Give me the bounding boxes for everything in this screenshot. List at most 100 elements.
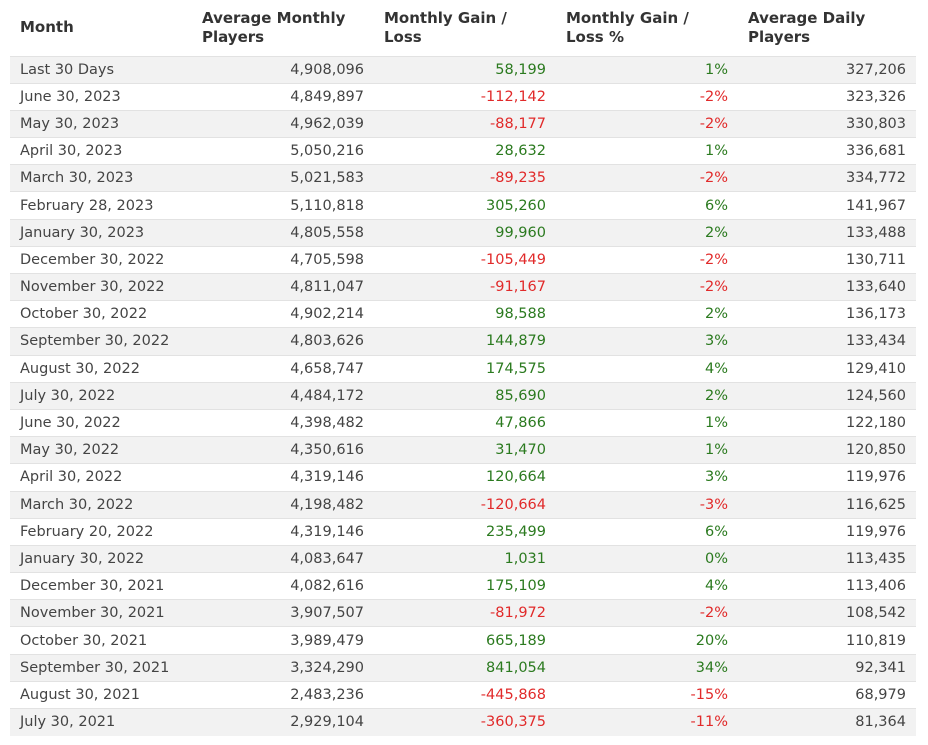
cell-monthly-gain-loss-percent: 6% <box>556 517 738 546</box>
table-row: June 30, 2022 4,398,482 47,866 1% 122,180 <box>10 408 916 437</box>
cell-average-daily-players: 133,640 <box>738 272 916 301</box>
cell-monthly-gain-loss-percent: -2% <box>556 245 738 274</box>
cell-monthly-gain-loss: -91,167 <box>374 272 556 301</box>
cell-month: July 30, 2021 <box>10 707 192 736</box>
cell-average-monthly-players: 4,908,096 <box>192 55 374 84</box>
cell-monthly-gain-loss-percent: 34% <box>556 653 738 682</box>
cell-average-monthly-players: 2,483,236 <box>192 680 374 709</box>
cell-average-daily-players: 136,173 <box>738 300 916 328</box>
cell-monthly-gain-loss-percent: 1% <box>556 436 738 464</box>
cell-month: November 30, 2022 <box>10 272 192 301</box>
header-average-monthly-players[interactable]: Average Monthly Players <box>202 8 346 46</box>
cell-average-monthly-players: 4,484,172 <box>192 381 374 410</box>
cell-average-monthly-players: 4,398,482 <box>192 408 374 437</box>
cell-average-monthly-players: 4,902,214 <box>192 300 374 328</box>
header-monthly-gain-loss-percent[interactable]: Monthly Gain / Loss % <box>566 8 689 46</box>
cell-average-daily-players: 141,967 <box>738 191 916 220</box>
cell-average-monthly-players: 4,083,647 <box>192 544 374 573</box>
cell-month: September 30, 2022 <box>10 327 192 356</box>
cell-monthly-gain-loss-percent: -2% <box>556 599 738 627</box>
cell-average-monthly-players: 4,803,626 <box>192 327 374 356</box>
cell-average-monthly-players: 4,849,897 <box>192 82 374 111</box>
cell-average-monthly-players: 4,805,558 <box>192 218 374 247</box>
cell-monthly-gain-loss-percent: 2% <box>556 381 738 410</box>
table-row: December 30, 2021 4,082,616 175,109 4% 113,4… <box>10 572 916 600</box>
cell-average-monthly-players: 4,705,598 <box>192 245 374 274</box>
cell-monthly-gain-loss-percent: 3% <box>556 327 738 356</box>
cell-month: August 30, 2022 <box>10 354 192 383</box>
table-row: July 30, 2021 2,929,104 -360,375 -11% 81,364 <box>10 707 916 736</box>
table-row: January 30, 2023 4,805,558 99,960 2% 133,488 <box>10 218 916 247</box>
player-stats-table-container: Month Average Monthly Players Monthly Ga… <box>10 0 916 736</box>
header-average-daily-players[interactable]: Average Daily Players <box>748 8 866 46</box>
cell-monthly-gain-loss: 144,879 <box>374 327 556 356</box>
table-row: March 30, 2023 5,021,583 -89,235 -2% 334,772 <box>10 164 916 192</box>
cell-monthly-gain-loss: 98,588 <box>374 300 556 328</box>
cell-average-daily-players: 113,406 <box>738 572 916 600</box>
cell-average-monthly-players: 5,110,818 <box>192 191 374 220</box>
table-row: July 30, 2022 4,484,172 85,690 2% 124,560 <box>10 381 916 410</box>
cell-average-daily-players: 327,206 <box>738 55 916 84</box>
cell-month: March 30, 2022 <box>10 490 192 519</box>
cell-average-daily-players: 92,341 <box>738 653 916 682</box>
cell-month: December 30, 2021 <box>10 572 192 600</box>
cell-monthly-gain-loss: 841,054 <box>374 653 556 682</box>
cell-monthly-gain-loss-percent: -3% <box>556 490 738 519</box>
cell-average-monthly-players: 5,050,216 <box>192 137 374 165</box>
cell-monthly-gain-loss-percent: 1% <box>556 55 738 84</box>
table-row: September 30, 2021 3,324,290 841,054 34% 92,… <box>10 653 916 682</box>
cell-average-monthly-players: 2,929,104 <box>192 707 374 736</box>
cell-monthly-gain-loss: -89,235 <box>374 164 556 192</box>
cell-average-daily-players: 122,180 <box>738 408 916 437</box>
cell-average-monthly-players: 4,319,146 <box>192 463 374 491</box>
cell-month: May 30, 2023 <box>10 109 192 138</box>
cell-monthly-gain-loss: -105,449 <box>374 245 556 274</box>
cell-month: June 30, 2022 <box>10 408 192 437</box>
cell-average-daily-players: 110,819 <box>738 626 916 655</box>
table-row: May 30, 2023 4,962,039 -88,177 -2% 330,803 <box>10 109 916 138</box>
cell-average-monthly-players: 4,658,747 <box>192 354 374 383</box>
cell-month: February 20, 2022 <box>10 517 192 546</box>
cell-average-monthly-players: 3,324,290 <box>192 653 374 682</box>
cell-monthly-gain-loss-percent: 0% <box>556 544 738 573</box>
header-monthly-gain-loss[interactable]: Monthly Gain / Loss <box>384 8 507 46</box>
cell-monthly-gain-loss-percent: 4% <box>556 572 738 600</box>
cell-average-daily-players: 323,326 <box>738 82 916 111</box>
cell-average-daily-players: 336,681 <box>738 137 916 165</box>
cell-month: April 30, 2023 <box>10 137 192 165</box>
table-row: October 30, 2021 3,989,479 665,189 20% 110,8… <box>10 626 916 655</box>
cell-monthly-gain-loss: 58,199 <box>374 55 556 84</box>
table-row: April 30, 2023 5,050,216 28,632 1% 336,681 <box>10 137 916 165</box>
cell-month: January 30, 2023 <box>10 218 192 247</box>
cell-monthly-gain-loss-percent: 2% <box>556 300 738 328</box>
cell-average-daily-players: 81,364 <box>738 707 916 736</box>
table-row: December 30, 2022 4,705,598 -105,449 -2% 130… <box>10 245 916 274</box>
table-row: March 30, 2022 4,198,482 -120,664 -3% 116,62… <box>10 490 916 519</box>
table-header: Month Average Monthly Players Monthly Ga… <box>10 0 916 56</box>
cell-monthly-gain-loss: -120,664 <box>374 490 556 519</box>
cell-average-daily-players: 68,979 <box>738 680 916 709</box>
cell-month: Last 30 Days <box>10 55 192 84</box>
cell-monthly-gain-loss: -445,868 <box>374 680 556 709</box>
cell-average-daily-players: 119,976 <box>738 517 916 546</box>
table-row: February 20, 2022 4,319,146 235,499 6% 119,9… <box>10 517 916 546</box>
cell-average-daily-players: 130,711 <box>738 245 916 274</box>
cell-average-daily-players: 330,803 <box>738 109 916 138</box>
header-month[interactable]: Month <box>20 18 74 37</box>
cell-monthly-gain-loss-percent: -2% <box>556 272 738 301</box>
table-row: January 30, 2022 4,083,647 1,031 0% 113,435 <box>10 544 916 573</box>
cell-average-daily-players: 133,434 <box>738 327 916 356</box>
cell-monthly-gain-loss: 174,575 <box>374 354 556 383</box>
cell-month: September 30, 2021 <box>10 653 192 682</box>
cell-monthly-gain-loss: 120,664 <box>374 463 556 491</box>
player-stats-table: Month Average Monthly Players Monthly Ga… <box>10 0 916 736</box>
cell-monthly-gain-loss: 31,470 <box>374 436 556 464</box>
cell-monthly-gain-loss-percent: 1% <box>556 408 738 437</box>
cell-average-monthly-players: 3,907,507 <box>192 599 374 627</box>
cell-monthly-gain-loss: 1,031 <box>374 544 556 573</box>
cell-monthly-gain-loss: 665,189 <box>374 626 556 655</box>
cell-monthly-gain-loss: 235,499 <box>374 517 556 546</box>
cell-monthly-gain-loss-percent: -2% <box>556 82 738 111</box>
cell-average-daily-players: 334,772 <box>738 164 916 192</box>
cell-monthly-gain-loss: -81,972 <box>374 599 556 627</box>
